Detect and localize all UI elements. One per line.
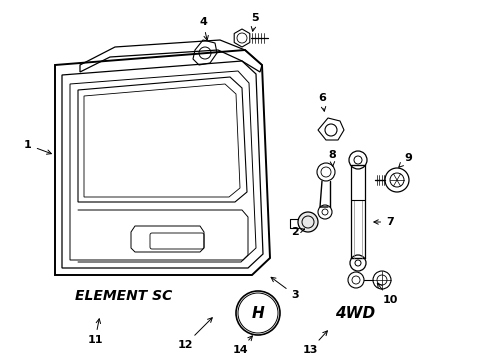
Text: 11: 11 (87, 319, 102, 345)
Circle shape (297, 212, 317, 232)
Text: 6: 6 (317, 93, 325, 111)
Text: 13: 13 (302, 331, 327, 355)
Text: 4WD: 4WD (334, 306, 374, 321)
Text: 12: 12 (177, 318, 212, 350)
Text: H: H (251, 306, 264, 320)
Text: 3: 3 (270, 277, 298, 300)
Text: 10: 10 (377, 283, 397, 305)
Text: 9: 9 (398, 153, 411, 167)
Text: 2: 2 (290, 227, 304, 237)
Text: 8: 8 (327, 150, 335, 166)
Text: 5: 5 (251, 13, 258, 31)
Text: 7: 7 (373, 217, 393, 227)
Text: 1: 1 (24, 140, 51, 154)
Text: 4: 4 (199, 17, 208, 40)
Text: ELEMENT SC: ELEMENT SC (75, 289, 172, 303)
Text: 14: 14 (232, 336, 252, 355)
